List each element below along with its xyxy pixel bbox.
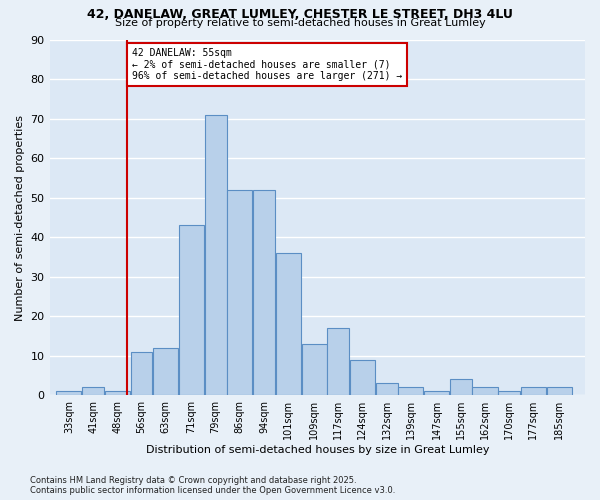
Bar <box>302 344 326 395</box>
Bar <box>56 392 82 395</box>
Bar <box>253 190 275 395</box>
Bar <box>153 348 178 395</box>
Y-axis label: Number of semi-detached properties: Number of semi-detached properties <box>15 114 25 320</box>
Bar <box>131 352 152 395</box>
Bar <box>472 388 497 395</box>
Bar <box>350 360 375 395</box>
Bar <box>521 388 546 395</box>
Bar <box>376 384 398 395</box>
Bar <box>105 392 130 395</box>
Bar <box>450 380 472 395</box>
Text: Size of property relative to semi-detached houses in Great Lumley: Size of property relative to semi-detach… <box>115 18 485 28</box>
X-axis label: Distribution of semi-detached houses by size in Great Lumley: Distribution of semi-detached houses by … <box>146 445 489 455</box>
Bar <box>82 388 104 395</box>
Bar <box>327 328 349 395</box>
Text: 42, DANELAW, GREAT LUMLEY, CHESTER LE STREET, DH3 4LU: 42, DANELAW, GREAT LUMLEY, CHESTER LE ST… <box>87 8 513 20</box>
Text: Contains HM Land Registry data © Crown copyright and database right 2025.
Contai: Contains HM Land Registry data © Crown c… <box>30 476 395 495</box>
Bar <box>179 226 204 395</box>
Text: 42 DANELAW: 55sqm
← 2% of semi-detached houses are smaller (7)
96% of semi-detac: 42 DANELAW: 55sqm ← 2% of semi-detached … <box>132 48 402 81</box>
Bar <box>424 392 449 395</box>
Bar <box>276 253 301 395</box>
Bar <box>205 115 227 395</box>
Bar <box>398 388 424 395</box>
Bar <box>547 388 572 395</box>
Bar <box>227 190 253 395</box>
Bar <box>498 392 520 395</box>
